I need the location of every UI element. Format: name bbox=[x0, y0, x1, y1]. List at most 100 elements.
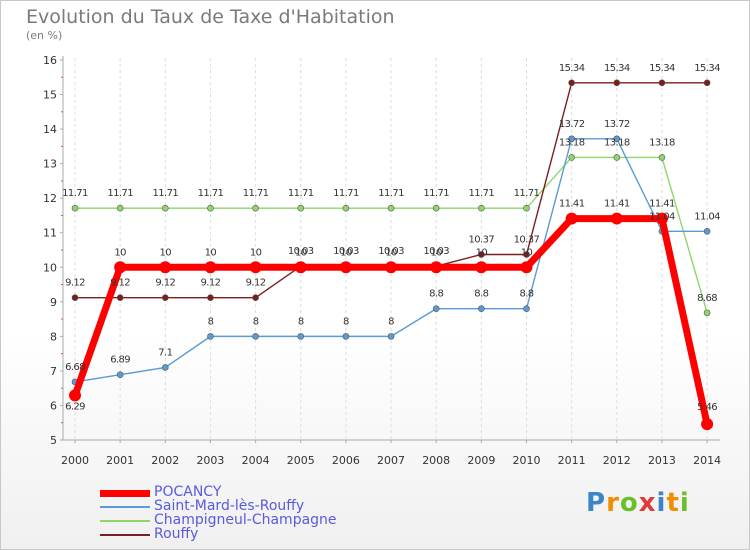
data-label: 5.46 bbox=[697, 402, 717, 413]
data-point bbox=[610, 212, 623, 225]
data-point bbox=[116, 204, 124, 212]
proxiti-logo: Proxiti bbox=[586, 488, 690, 518]
data-label: 11.71 bbox=[514, 188, 540, 199]
x-tick-label: 2003 bbox=[196, 454, 224, 467]
y-tick-label: 5 bbox=[50, 434, 57, 447]
legend-label: Saint-Mard-lès-Rouffy bbox=[154, 498, 305, 514]
y-tick-label: 16 bbox=[43, 54, 57, 67]
data-point bbox=[297, 204, 305, 212]
data-label: 7.1 bbox=[158, 347, 172, 358]
data-point bbox=[520, 261, 533, 274]
data-label: 8.8 bbox=[474, 289, 488, 300]
data-point bbox=[701, 418, 714, 431]
legend-swatch bbox=[100, 489, 150, 497]
data-point bbox=[523, 305, 530, 313]
data-label: 6.68 bbox=[65, 362, 85, 373]
data-point bbox=[432, 204, 440, 212]
data-label: 9.12 bbox=[246, 278, 266, 289]
data-point bbox=[658, 79, 666, 87]
data-point bbox=[703, 309, 711, 317]
series-line bbox=[74, 138, 708, 383]
data-label: 15.34 bbox=[559, 63, 585, 74]
data-point bbox=[252, 204, 259, 212]
data-point bbox=[339, 261, 352, 274]
data-label: 11.71 bbox=[198, 188, 224, 199]
data-point bbox=[613, 135, 621, 143]
legend-label: Champigneul-Champagne bbox=[154, 512, 337, 528]
data-point bbox=[703, 79, 711, 87]
data-label: 10 bbox=[205, 247, 217, 258]
x-tick-label: 2004 bbox=[242, 454, 270, 467]
x-tick-label: 2006 bbox=[332, 454, 360, 467]
data-label: 10.03 bbox=[288, 246, 314, 257]
data-point bbox=[297, 333, 305, 340]
y-tick-label: 6 bbox=[50, 399, 57, 412]
data-label: 13.18 bbox=[559, 137, 585, 148]
y-tick-label: 15 bbox=[43, 89, 57, 102]
data-label: 11.71 bbox=[333, 188, 359, 199]
data-label: 9.12 bbox=[155, 278, 175, 289]
data-point bbox=[116, 371, 124, 379]
x-tick-label: 2009 bbox=[467, 454, 495, 467]
data-point bbox=[71, 294, 79, 301]
data-point bbox=[252, 294, 259, 301]
data-label: 15.34 bbox=[604, 63, 630, 74]
data-label: 8 bbox=[208, 316, 214, 327]
data-point bbox=[162, 294, 169, 301]
data-point bbox=[252, 333, 259, 340]
y-tick-label: 11 bbox=[43, 227, 57, 240]
data-point bbox=[249, 261, 262, 274]
y-tick-label: 12 bbox=[43, 192, 57, 205]
data-point bbox=[387, 333, 395, 340]
data-label: 15.34 bbox=[694, 63, 720, 74]
data-label: 8 bbox=[253, 316, 259, 327]
data-point bbox=[613, 79, 621, 87]
data-label: 11.71 bbox=[469, 188, 495, 199]
data-point bbox=[568, 135, 575, 143]
data-label: 10.03 bbox=[333, 246, 359, 257]
data-point bbox=[342, 333, 350, 340]
data-label: 6.89 bbox=[110, 355, 130, 366]
data-label: 10 bbox=[430, 247, 442, 258]
chart-data-labels: 11.71 11.71 11.71 11.71 11.71 11.71 11.71 11.71… bbox=[62, 63, 721, 413]
x-tick-label: 2012 bbox=[603, 454, 631, 467]
data-point bbox=[385, 261, 398, 274]
y-tick-label: 8 bbox=[50, 330, 57, 343]
data-point bbox=[475, 261, 488, 274]
data-label: 10.37 bbox=[469, 234, 495, 245]
data-label: 9.12 bbox=[201, 278, 221, 289]
data-label: 13.18 bbox=[649, 137, 675, 148]
y-tick-label: 14 bbox=[43, 123, 57, 136]
data-label: 6.29 bbox=[65, 401, 85, 412]
data-label: 11.41 bbox=[649, 199, 675, 210]
data-label: 8.68 bbox=[697, 293, 717, 304]
data-label: 10 bbox=[521, 247, 533, 258]
x-tick-label: 2007 bbox=[377, 454, 405, 467]
legend-swatch bbox=[100, 520, 150, 522]
x-tick-label: 2000 bbox=[61, 454, 89, 467]
chart-axes: 5 6 7 8 9 10 11 12 13 14 15 16 2000 2001 2002 2003 2004 2… bbox=[43, 54, 721, 467]
line-chart: 5 6 7 8 9 10 11 12 13 14 15 16 2000 2001 2002 2003 2004 2… bbox=[43, 54, 721, 467]
data-label: 11.71 bbox=[378, 188, 404, 199]
data-label: 15.34 bbox=[649, 63, 675, 74]
data-point bbox=[342, 204, 350, 212]
x-tick-label: 2013 bbox=[648, 454, 676, 467]
data-point bbox=[387, 204, 395, 212]
data-label: 13.72 bbox=[604, 119, 630, 130]
chart-grid bbox=[74, 58, 708, 440]
data-point bbox=[655, 212, 668, 225]
x-tick-label: 2010 bbox=[513, 454, 541, 467]
y-tick-label: 13 bbox=[43, 158, 57, 171]
data-label: 11.04 bbox=[649, 211, 675, 222]
data-label: 11.71 bbox=[423, 188, 449, 199]
data-point bbox=[71, 204, 79, 212]
data-label: 11.71 bbox=[62, 188, 88, 199]
data-point bbox=[568, 154, 575, 161]
legend-swatch bbox=[100, 534, 150, 536]
data-point bbox=[478, 251, 485, 258]
data-label: 8.8 bbox=[519, 289, 533, 300]
data-point bbox=[207, 204, 214, 212]
data-label: 10 bbox=[295, 247, 307, 258]
data-label: 8 bbox=[388, 316, 394, 327]
